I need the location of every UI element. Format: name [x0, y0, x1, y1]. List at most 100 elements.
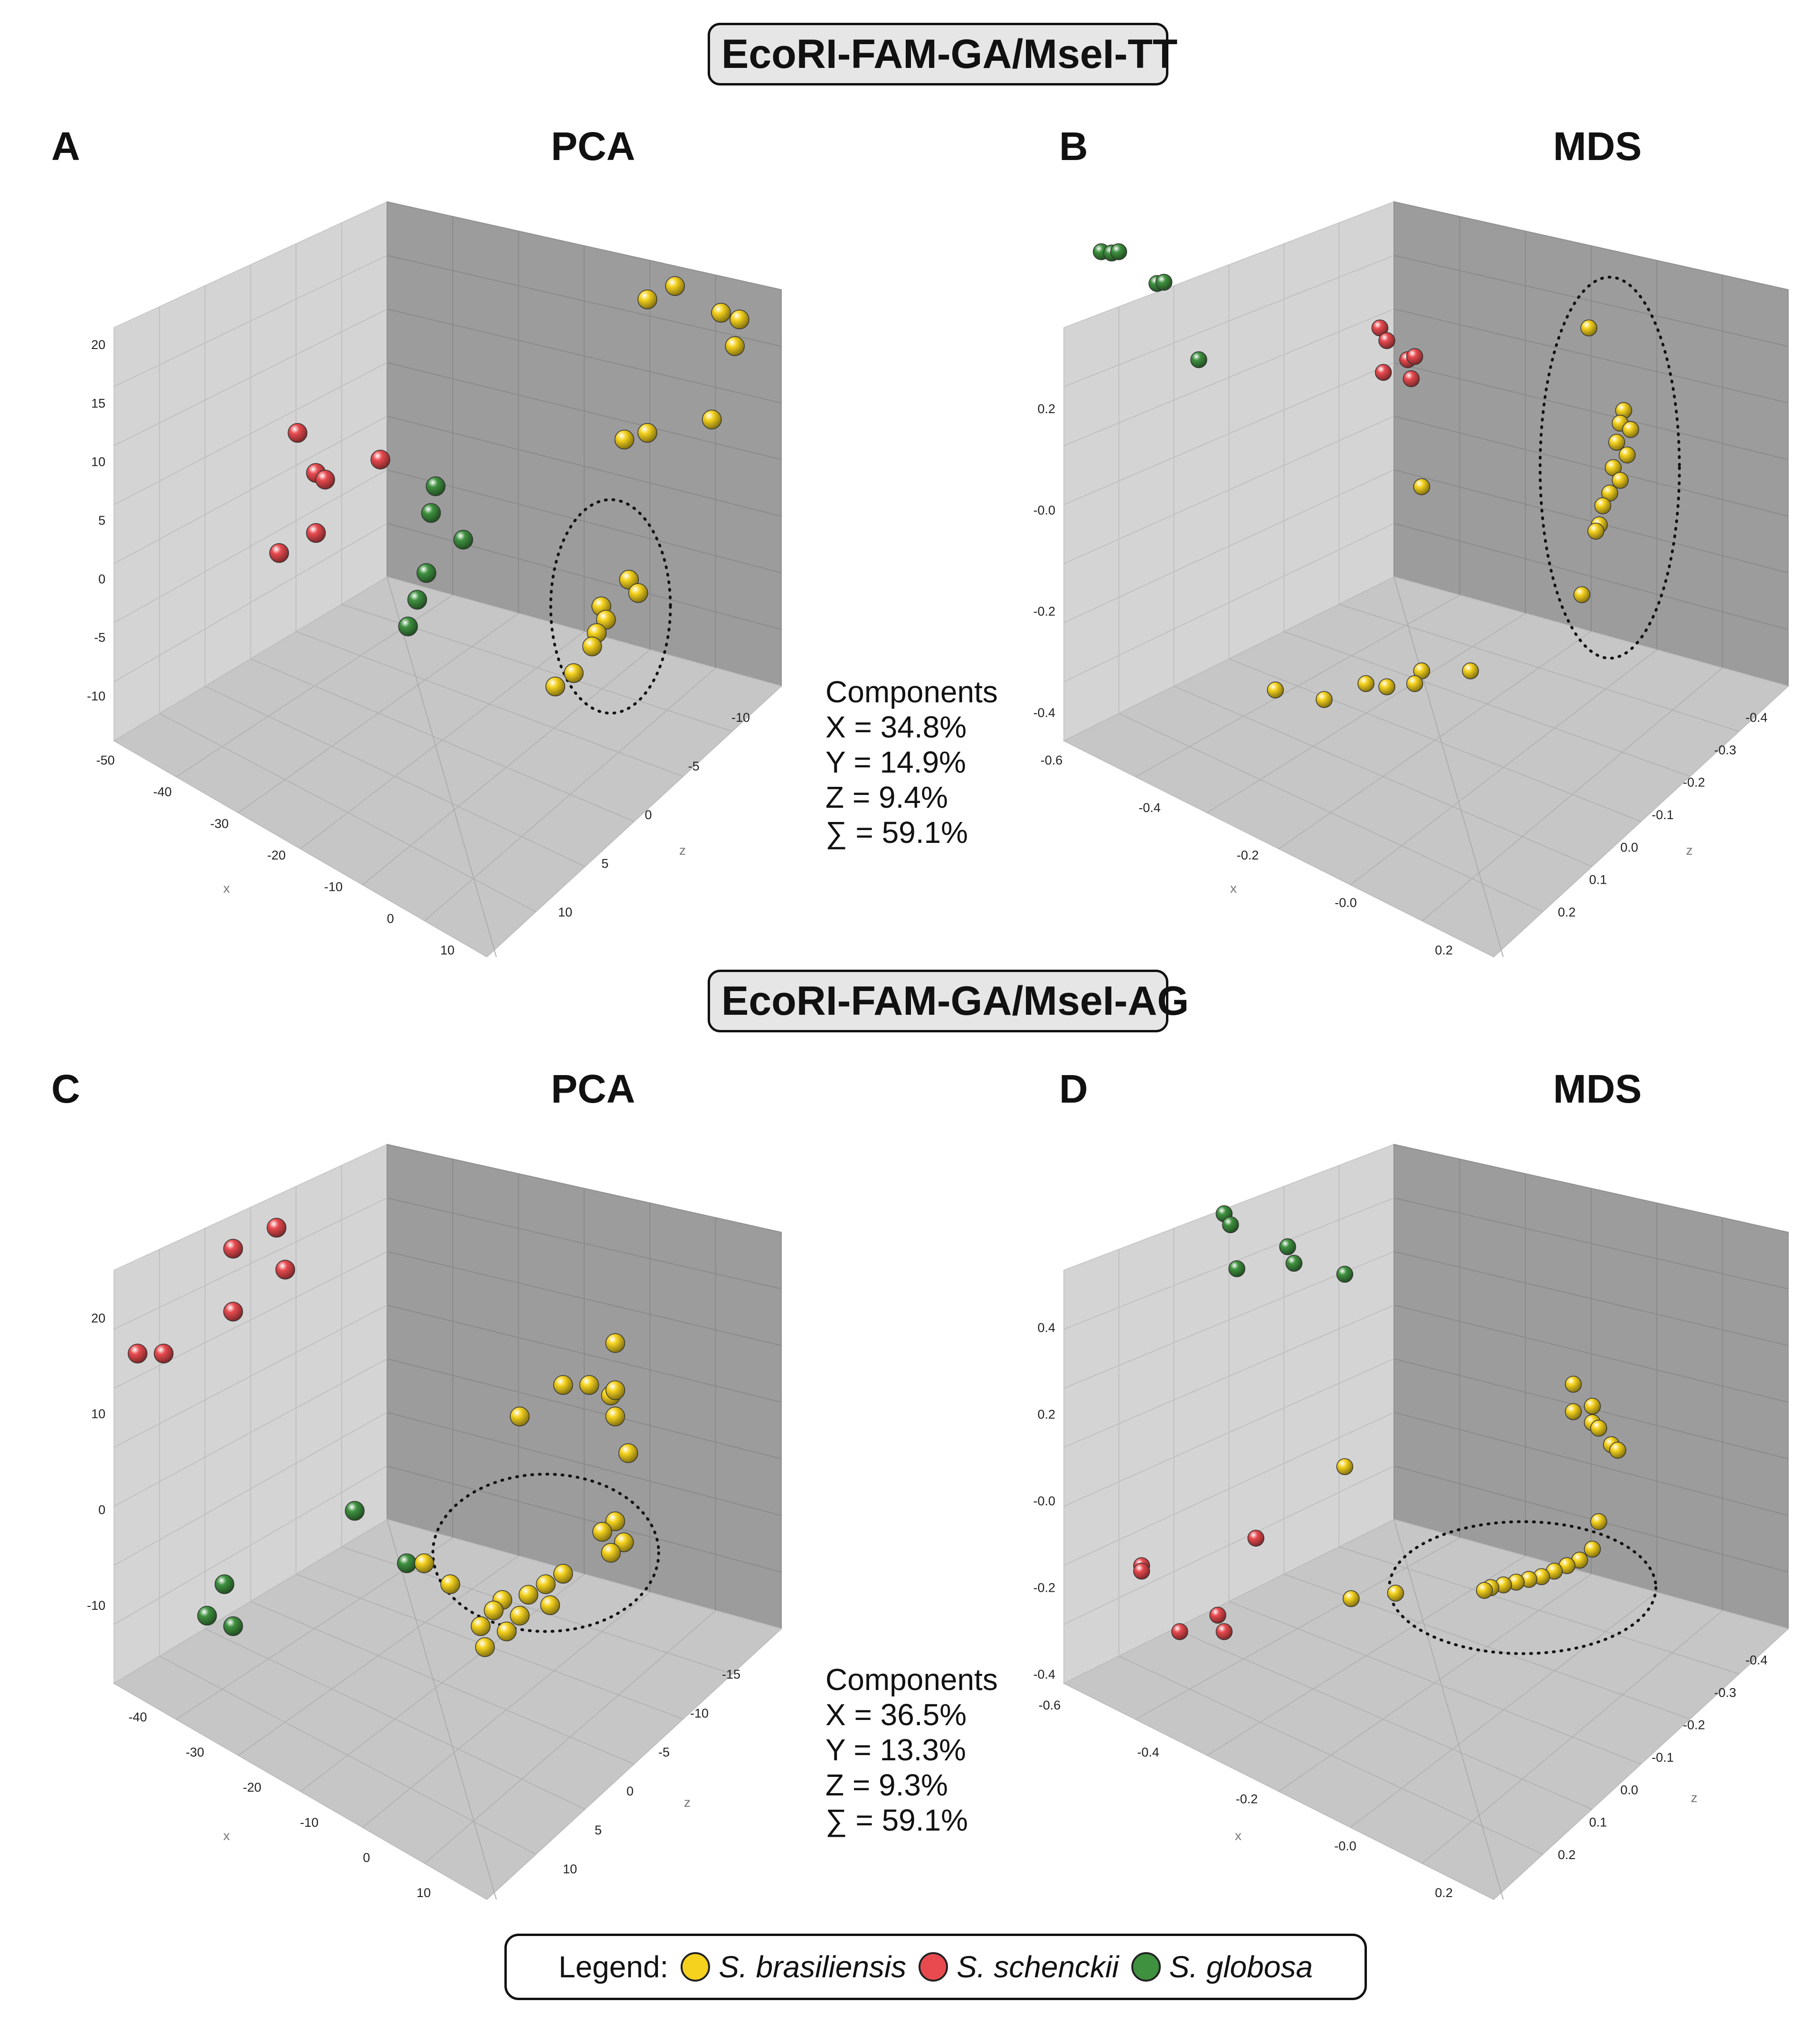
x-tick-label: -30: [210, 816, 228, 831]
grid-line: [114, 1197, 388, 1330]
grid-line: [1063, 1304, 1394, 1448]
component-y: Y = 13.3%: [825, 1733, 966, 1767]
grid-line: [114, 1465, 388, 1625]
component-sum: ∑ = 59.1%: [825, 1803, 968, 1837]
cluster-ellipse: [549, 498, 672, 715]
y-tick-label: 10: [91, 455, 105, 469]
z-tick-label: -5: [688, 759, 700, 774]
point-schenckii: [1209, 1606, 1226, 1624]
cluster-ellipse: [1387, 1520, 1658, 1655]
grid-line: [114, 1251, 388, 1389]
z-tick-label: 0.2: [1558, 905, 1576, 919]
point-brasiliensis: [1584, 1540, 1601, 1558]
point-brasiliensis: [628, 583, 648, 603]
x-tick-label: -40: [153, 785, 171, 799]
z-axis-label: z: [1691, 1790, 1697, 1805]
point-globosa: [421, 503, 441, 523]
y-tick-label: -0.0: [1033, 1494, 1055, 1508]
grid-line: [114, 1304, 388, 1448]
grid-line: [1063, 308, 1394, 446]
x-axis-label: x: [223, 1828, 230, 1843]
point-brasiliensis: [637, 423, 657, 443]
point-brasiliensis: [475, 1637, 495, 1657]
grid-line: [1393, 1251, 1789, 1346]
x-axis-label: x: [1230, 881, 1237, 896]
grid-line: [1393, 1304, 1789, 1403]
grid-line: [387, 1197, 782, 1290]
x-tick-label: -30: [186, 1745, 204, 1759]
point-brasiliensis: [605, 1407, 626, 1426]
x-tick-label: -40: [128, 1710, 147, 1724]
x-tick-label: -20: [267, 848, 285, 862]
y-tick-label: 0: [98, 1502, 105, 1517]
point-brasiliensis: [1611, 472, 1629, 489]
grid-line: [387, 469, 782, 574]
point-brasiliensis: [1336, 1458, 1354, 1475]
grid-line: [114, 362, 388, 505]
x-tick-label: -0.0: [1335, 896, 1357, 910]
legend-label: Legend:: [558, 1950, 669, 1984]
z-tick-label: 0: [626, 1784, 634, 1798]
x-tick-label: 0.2: [1435, 1886, 1453, 1900]
point-globosa: [345, 1501, 365, 1521]
point-brasiliensis: [1608, 434, 1625, 451]
point-schenckii: [1403, 370, 1420, 387]
point-brasiliensis: [1587, 522, 1604, 540]
y-tick-label: 20: [91, 338, 105, 352]
grid-line: [114, 308, 388, 446]
x-tick-label: -0.6: [1041, 753, 1063, 767]
z-axis-label: z: [1686, 843, 1693, 858]
point-brasiliensis: [1590, 1419, 1607, 1437]
point-schenckii: [1215, 1623, 1233, 1640]
point-schenckii: [1171, 1623, 1188, 1640]
component-z: Z = 9.3%: [825, 1768, 948, 1802]
components-bottom: Components X = 36.5% Y = 13.3% Z = 9.3% …: [825, 1662, 998, 1838]
point-schenckii: [223, 1302, 243, 1322]
y-tick-label: 20: [91, 1311, 105, 1325]
x-tick-label: 0: [387, 911, 394, 926]
z-tick-label: 0.0: [1621, 1783, 1639, 1797]
legend-swatch-schenckii: [919, 1952, 948, 1982]
cluster-ellipse: [431, 1473, 660, 1633]
point-brasiliensis: [665, 276, 685, 296]
x-tick-label: 0: [363, 1851, 370, 1865]
y-tick-label: 0.2: [1037, 1407, 1055, 1422]
header-bottom: EcoRI-FAM-GA/MseI-AG: [708, 970, 1189, 1032]
grid-line: [387, 1465, 782, 1573]
point-schenckii: [1406, 348, 1423, 365]
cluster-ellipse: [1538, 275, 1681, 660]
point-brasiliensis: [1462, 662, 1479, 680]
point-globosa: [1228, 1260, 1245, 1277]
point-brasiliensis: [1584, 1398, 1601, 1415]
panel-letter: D: [1059, 1067, 1088, 1111]
z-axis-label: z: [679, 843, 686, 858]
point-brasiliensis: [540, 1595, 560, 1615]
point-brasiliensis: [553, 1564, 573, 1584]
component-y: Y = 14.9%: [825, 745, 966, 779]
legend-text-schenckii: S. schenckii: [957, 1950, 1119, 1984]
point-brasiliensis: [605, 1333, 626, 1353]
point-globosa: [214, 1574, 235, 1594]
z-tick-label: 5: [595, 1823, 602, 1837]
header-top: EcoRI-FAM-GA/MseI-TT: [708, 23, 1177, 85]
grid-line: [1063, 1358, 1394, 1507]
grid-line: [114, 1358, 388, 1507]
point-brasiliensis: [605, 1511, 626, 1531]
panel-letter: A: [51, 124, 80, 169]
z-tick-label: -10: [731, 710, 750, 725]
y-tick-label: 0: [98, 572, 105, 586]
z-tick-label: 0: [645, 808, 652, 822]
grid-line: [1393, 255, 1789, 347]
legend-item-schenckii: S. schenckii: [919, 1949, 1119, 1984]
z-tick-label: 0.1: [1589, 1815, 1607, 1830]
point-globosa: [1155, 274, 1173, 291]
grid-line: [114, 416, 388, 565]
point-brasiliensis: [553, 1375, 573, 1395]
x-tick-label: -0.6: [1039, 1698, 1061, 1712]
grid-line: [387, 523, 782, 630]
point-brasiliensis: [582, 636, 602, 657]
point-globosa: [417, 563, 436, 583]
panel-title: PCA: [551, 1067, 635, 1111]
grid-line: [387, 1251, 782, 1346]
point-brasiliensis: [1267, 681, 1284, 699]
